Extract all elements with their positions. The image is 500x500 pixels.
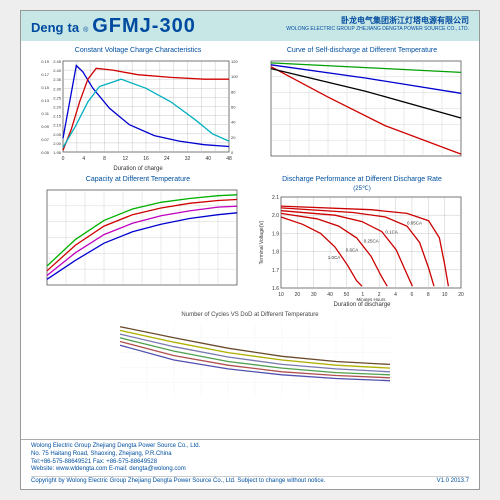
svg-text:0.6CA: 0.6CA: [346, 248, 359, 253]
company-block: 卧龙电气集团浙江灯塔电源有限公司 WOLONG ELECTRIC GROUP Z…: [286, 15, 469, 32]
svg-text:10: 10: [278, 292, 284, 298]
chart-row-2: Capacity at Different Temperature Discha…: [31, 176, 469, 308]
svg-text:1.95: 1.95: [53, 150, 62, 155]
brand-reg: ®: [83, 27, 88, 34]
svg-text:2.45: 2.45: [53, 59, 62, 64]
svg-text:0.17: 0.17: [41, 72, 50, 77]
svg-text:1.6: 1.6: [272, 286, 279, 292]
svg-text:1.9: 1.9: [272, 231, 279, 237]
svg-text:8: 8: [103, 156, 106, 162]
chart-5-title: Number of Cycles VS DoD at Different Tem…: [181, 312, 318, 318]
chart-5-svg: [100, 320, 400, 405]
company-cn: 卧龙电气集团浙江灯塔电源有限公司: [286, 15, 469, 26]
svg-text:0: 0: [62, 156, 65, 162]
svg-text:1.8: 1.8: [272, 250, 279, 256]
svg-text:0.05CA: 0.05CA: [407, 220, 422, 225]
model-number: GFMJ-300: [92, 15, 196, 38]
svg-text:2.15: 2.15: [53, 114, 62, 119]
chart-2-svg: [257, 56, 467, 166]
svg-text:12: 12: [122, 156, 128, 162]
svg-text:40: 40: [205, 156, 211, 162]
svg-text:0.07: 0.07: [41, 137, 50, 142]
svg-text:1.0CA: 1.0CA: [328, 255, 341, 260]
svg-text:2.00: 2.00: [53, 141, 62, 146]
svg-text:20: 20: [231, 135, 236, 140]
svg-text:10: 10: [442, 292, 448, 298]
svg-text:20: 20: [295, 292, 301, 298]
svg-text:0.25CA: 0.25CA: [364, 239, 379, 244]
header-bar: Deng ta ® GFMJ-300 卧龙电气集团浙江灯塔电源有限公司 WOLO…: [21, 11, 479, 41]
chart-1-block: Constant Voltage Charge Characteristics …: [31, 47, 245, 172]
copyright-text: Copyright by Wolong Electric Group Zheji…: [31, 478, 325, 486]
footer-web: Website: www.wldengta.com E-mail: dengta…: [31, 466, 469, 474]
svg-text:2.0: 2.0: [272, 213, 279, 219]
svg-text:6: 6: [411, 292, 414, 298]
company-en: WOLONG ELECTRIC GROUP ZHEJIANG DENGTA PO…: [286, 26, 469, 32]
version-text: V1.0 2013.7: [437, 478, 469, 486]
svg-text:2.40: 2.40: [53, 68, 62, 73]
svg-text:0.09: 0.09: [41, 124, 50, 129]
svg-text:2.10: 2.10: [53, 123, 62, 128]
svg-text:60: 60: [231, 105, 236, 110]
chart-3-block: Capacity at Different Temperature: [31, 176, 245, 308]
chart-5-block: Number of Cycles VS DoD at Different Tem…: [31, 312, 469, 437]
svg-text:Terminal Voltage(V): Terminal Voltage(V): [259, 220, 265, 264]
svg-text:1.7: 1.7: [272, 268, 279, 274]
svg-text:20: 20: [458, 292, 464, 298]
svg-text:0.05: 0.05: [41, 150, 50, 155]
chart-row-1: Constant Voltage Charge Characteristics …: [31, 47, 469, 172]
chart-1-xlabel: Duration of charge: [113, 166, 162, 172]
svg-text:24: 24: [164, 156, 170, 162]
svg-text:0.19: 0.19: [41, 59, 50, 64]
chart-2-block: Curve of Self-discharge at Different Tem…: [255, 47, 469, 172]
footer-address: No. 75 Haitang Road, Shaoxing, Zhejiang,…: [31, 451, 469, 459]
svg-text:4: 4: [82, 156, 85, 162]
svg-text:30: 30: [311, 292, 317, 298]
svg-text:0.15: 0.15: [41, 85, 50, 90]
svg-text:8: 8: [427, 292, 430, 298]
svg-text:2.1: 2.1: [272, 195, 279, 201]
svg-text:0.1CA: 0.1CA: [385, 229, 398, 234]
chart-3-svg: [33, 185, 243, 295]
svg-text:48: 48: [226, 156, 232, 162]
chart-4-svg: 10203040501246810201.61.71.81.92.02.1Min…: [257, 192, 467, 302]
brand-block: Deng ta ® GFMJ-300: [31, 15, 196, 38]
svg-text:4: 4: [394, 292, 397, 298]
svg-text:40: 40: [327, 292, 333, 298]
svg-text:100: 100: [231, 74, 238, 79]
chart-3-title: Capacity at Different Temperature: [86, 176, 190, 183]
svg-text:2.30: 2.30: [53, 86, 62, 91]
chart-4-subtitle: (25℃): [353, 185, 370, 192]
footer-company: Wolong Electric Group Zhejiang Dengta Po…: [31, 443, 469, 451]
svg-text:2.20: 2.20: [53, 105, 62, 110]
footer: Wolong Electric Group Zhejiang Dengta Po…: [21, 439, 479, 489]
chart-2-title: Curve of Self-discharge at Different Tem…: [287, 47, 437, 54]
chart-1-svg: 0481216243240480.050.070.090.110.130.150…: [33, 56, 243, 166]
svg-text:0: 0: [231, 150, 234, 155]
chart-4-block: Discharge Performance at Different Disch…: [255, 176, 469, 308]
datasheet-page: Deng ta ® GFMJ-300 卧龙电气集团浙江灯塔电源有限公司 WOLO…: [20, 10, 480, 490]
svg-text:0.11: 0.11: [42, 111, 50, 116]
content-area: Constant Voltage Charge Characteristics …: [21, 41, 479, 439]
svg-text:120: 120: [231, 59, 238, 64]
chart-4-xlabel: Duration of discharge: [333, 302, 390, 308]
brand-deng: Deng: [31, 20, 64, 35]
svg-text:16: 16: [143, 156, 149, 162]
svg-text:80: 80: [231, 89, 236, 94]
svg-text:40: 40: [231, 120, 236, 125]
svg-text:0.13: 0.13: [41, 98, 50, 103]
chart-1-title: Constant Voltage Charge Characteristics: [75, 47, 201, 54]
brand-ta: ta: [68, 20, 80, 35]
svg-text:32: 32: [185, 156, 191, 162]
svg-text:50: 50: [344, 292, 350, 298]
svg-text:2.35: 2.35: [53, 77, 62, 82]
chart-4-title: Discharge Performance at Different Disch…: [282, 176, 442, 183]
svg-text:2.25: 2.25: [53, 95, 62, 100]
copyright-row: Copyright by Wolong Electric Group Zheji…: [31, 476, 469, 486]
footer-phone: Tel:+86-575-88649521 Fax: +86-575-886495…: [31, 459, 469, 467]
svg-text:2.05: 2.05: [53, 132, 62, 137]
